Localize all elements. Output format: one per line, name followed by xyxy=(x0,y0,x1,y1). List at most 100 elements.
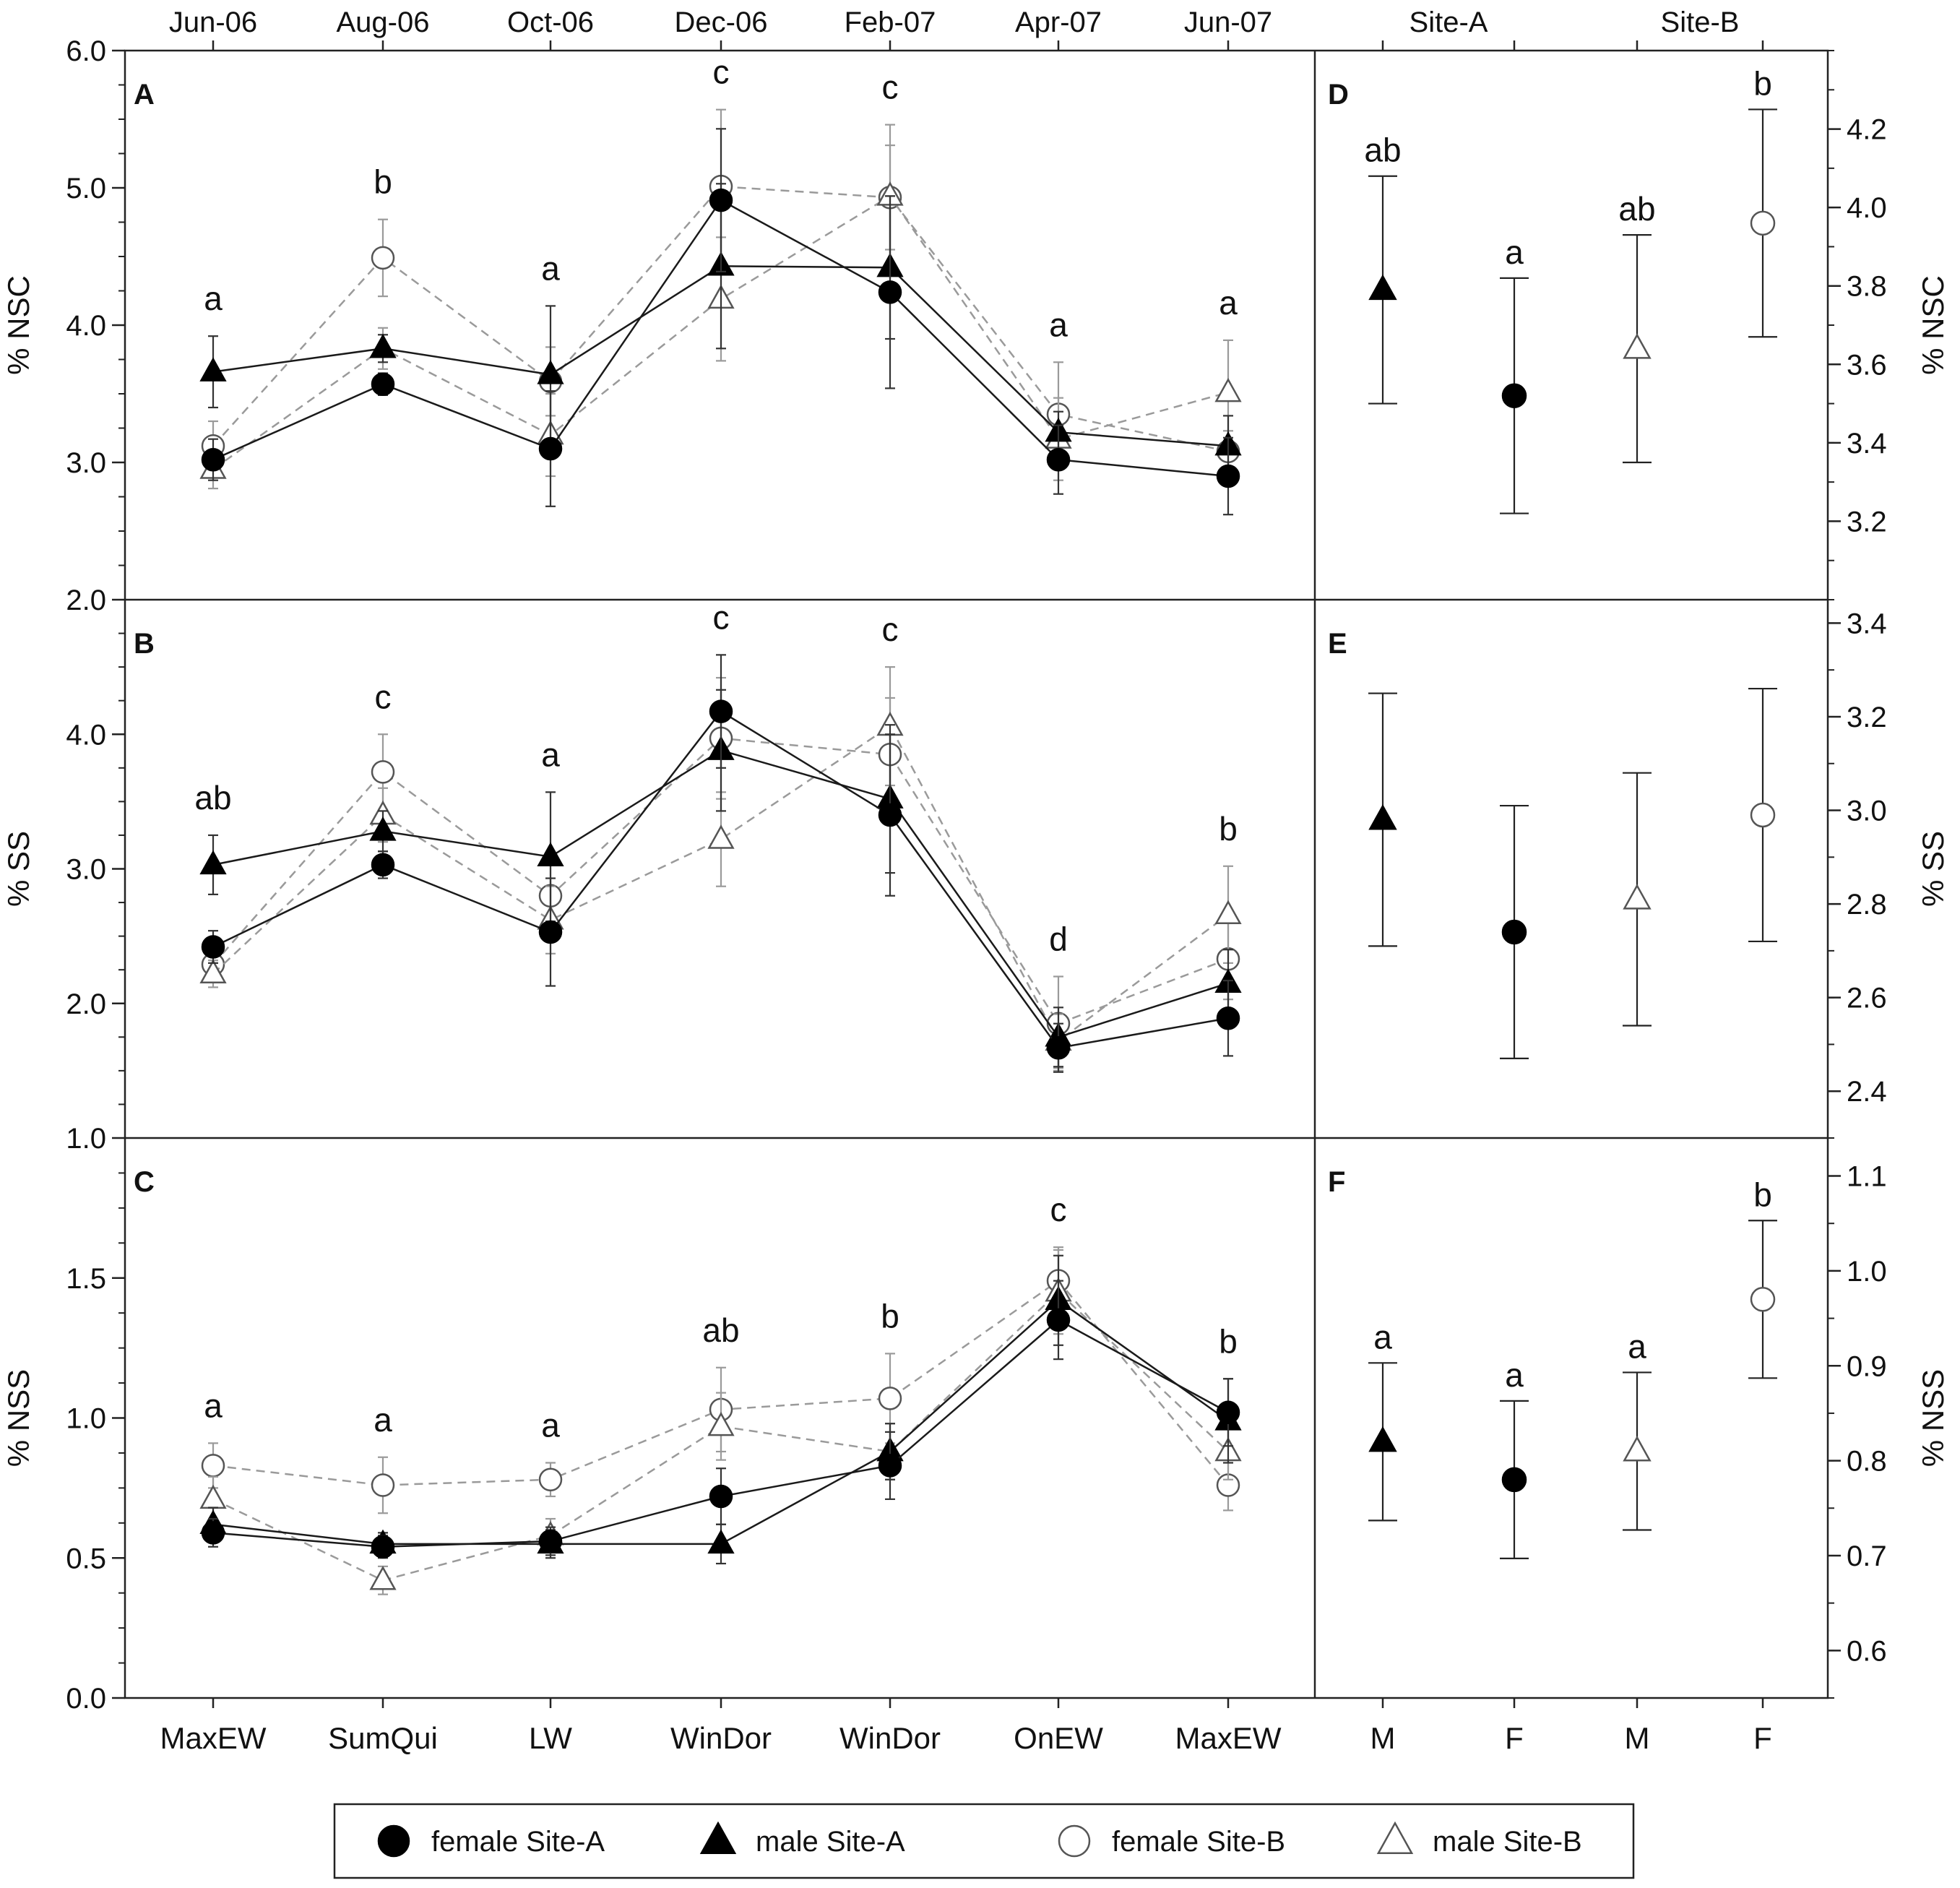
panel-letter: C xyxy=(134,1166,155,1198)
point-female-b: b xyxy=(1748,1176,1777,1379)
male-a-marker xyxy=(369,816,397,841)
legend-item: female Site-B xyxy=(1058,1824,1285,1858)
outer-frame xyxy=(124,49,1829,1699)
phase-label: MaxEW xyxy=(160,1721,267,1755)
significance-letter: a xyxy=(204,280,223,317)
y-axis-label: % NSS xyxy=(1,1369,35,1467)
male-b-marker xyxy=(1623,333,1652,359)
male-b-marker xyxy=(707,824,735,849)
panel-letter: D xyxy=(1328,79,1349,111)
significance-letter: ab xyxy=(1364,132,1401,169)
significance-letter: c xyxy=(882,69,899,106)
sex-label: M xyxy=(1370,1721,1396,1755)
y-tick-label: 3.8 xyxy=(1847,271,1887,303)
significance-letter: a xyxy=(204,1387,223,1424)
y-tick-label: 3.2 xyxy=(1847,506,1887,538)
male-a-marker xyxy=(707,1529,735,1554)
female-a-marker xyxy=(1216,464,1240,488)
male-b-marker xyxy=(1214,900,1242,925)
female-a-marker xyxy=(1501,383,1527,408)
significance-letter: b xyxy=(1753,64,1772,102)
female-b-marker xyxy=(371,246,395,270)
y-tick-label: 3.0 xyxy=(66,447,106,479)
female-b-marker xyxy=(538,1467,563,1491)
female-a-marker xyxy=(878,803,902,827)
male-a-marker xyxy=(537,360,564,384)
significance-letter: b xyxy=(1219,1322,1238,1360)
panel-b: B 1.0 2.0 3.0 4.0 % SS ab c a c c d b xyxy=(1,598,1242,1155)
y-tick-label: 1.0 xyxy=(66,1123,106,1155)
y-axis-label: % SS xyxy=(1916,831,1950,907)
y-tick-label: 0.6 xyxy=(1847,1635,1887,1667)
y-tick-label: 3.6 xyxy=(1847,349,1887,381)
y-tick-label: 0.5 xyxy=(66,1543,106,1574)
significance-letter: ab xyxy=(194,779,231,816)
female-b-marker xyxy=(1750,1287,1776,1312)
female-a-marker xyxy=(371,372,395,396)
top-axis-label: Oct-06 xyxy=(507,7,594,38)
y-axis-label: % SS xyxy=(1,831,35,907)
phase-label: SumQui xyxy=(328,1721,438,1755)
female-a-marker xyxy=(709,1484,733,1509)
male-a-marker xyxy=(199,850,227,875)
male-b-marker xyxy=(1214,377,1242,402)
legend-item: female Site-A xyxy=(377,1824,605,1858)
series-female-a xyxy=(201,1280,1240,1559)
legend-item: male Site-A xyxy=(699,1821,905,1858)
point-male-b: ab xyxy=(1618,190,1656,464)
male-a-marker xyxy=(1368,804,1397,830)
female-a-marker xyxy=(878,1454,902,1478)
site-label: Site-B xyxy=(1661,7,1740,38)
phase-label: LW xyxy=(529,1721,572,1755)
female-a-marker xyxy=(1501,919,1527,945)
female-a-marker xyxy=(371,1535,395,1559)
y-tick-label: 1.1 xyxy=(1847,1161,1887,1193)
female-a-marker xyxy=(1046,1035,1071,1060)
significance-letter: c xyxy=(882,611,899,648)
male-b-marker xyxy=(1623,1436,1652,1462)
top-axis-label: Jun-06 xyxy=(169,7,257,38)
point-female-a: a xyxy=(1500,233,1529,514)
sex-label: F xyxy=(1505,1721,1524,1755)
point-male-a: a xyxy=(1368,1318,1397,1522)
male-b-marker xyxy=(1376,1821,1414,1855)
female-b-marker xyxy=(1058,1824,1091,1858)
significance-letter: b xyxy=(1219,810,1238,848)
significance-letter: a xyxy=(1049,306,1068,343)
significance-letter: a xyxy=(1219,284,1238,322)
significance-letter: c xyxy=(1050,1191,1067,1228)
significance-letter: ab xyxy=(702,1311,739,1349)
male-b-marker xyxy=(199,959,227,983)
significance-letter: c xyxy=(713,598,730,636)
y-tick-label: 3.2 xyxy=(1847,702,1887,733)
panel-letter: F xyxy=(1328,1166,1345,1198)
male-a-marker xyxy=(1368,1426,1397,1452)
series-female-a xyxy=(201,128,1240,516)
legend: female Site-A male Site-A female Site-B mal… xyxy=(333,1803,1635,1879)
panel-letter: E xyxy=(1328,628,1347,660)
male-a-marker xyxy=(1368,274,1397,301)
significance-letter: a xyxy=(1628,1327,1646,1365)
y-tick-label: 3.0 xyxy=(1847,796,1887,827)
significance-letter: c xyxy=(375,678,392,715)
top-axis-label: Feb-07 xyxy=(845,7,936,38)
y-tick-label: 4.0 xyxy=(66,310,106,342)
significance-letter: a xyxy=(1373,1318,1392,1355)
panel-e: E 2.4 2.6 2.8 3.0 3.2 3.4 % SS xyxy=(1328,608,1950,1139)
point-female-a xyxy=(1500,804,1529,1059)
y-tick-label: 0.9 xyxy=(1847,1350,1887,1382)
legend-label: male Site-B xyxy=(1433,1826,1582,1858)
female-a-marker xyxy=(201,1521,225,1545)
male-a-marker xyxy=(369,334,397,358)
panel-f: F 0.6 0.7 0.8 0.9 1.0 1.1 % NSS a a a b xyxy=(1328,1161,1950,1699)
female-b-marker xyxy=(201,1454,225,1478)
female-a-marker xyxy=(1046,1308,1071,1332)
male-b-marker xyxy=(707,1411,735,1436)
female-b-marker xyxy=(1750,802,1776,828)
point-male-a: ab xyxy=(1364,132,1402,405)
female-a-marker xyxy=(878,280,902,304)
panel-letter: B xyxy=(134,628,155,660)
y-tick-label: 3.0 xyxy=(66,854,106,886)
plot-frames xyxy=(124,49,1829,1699)
